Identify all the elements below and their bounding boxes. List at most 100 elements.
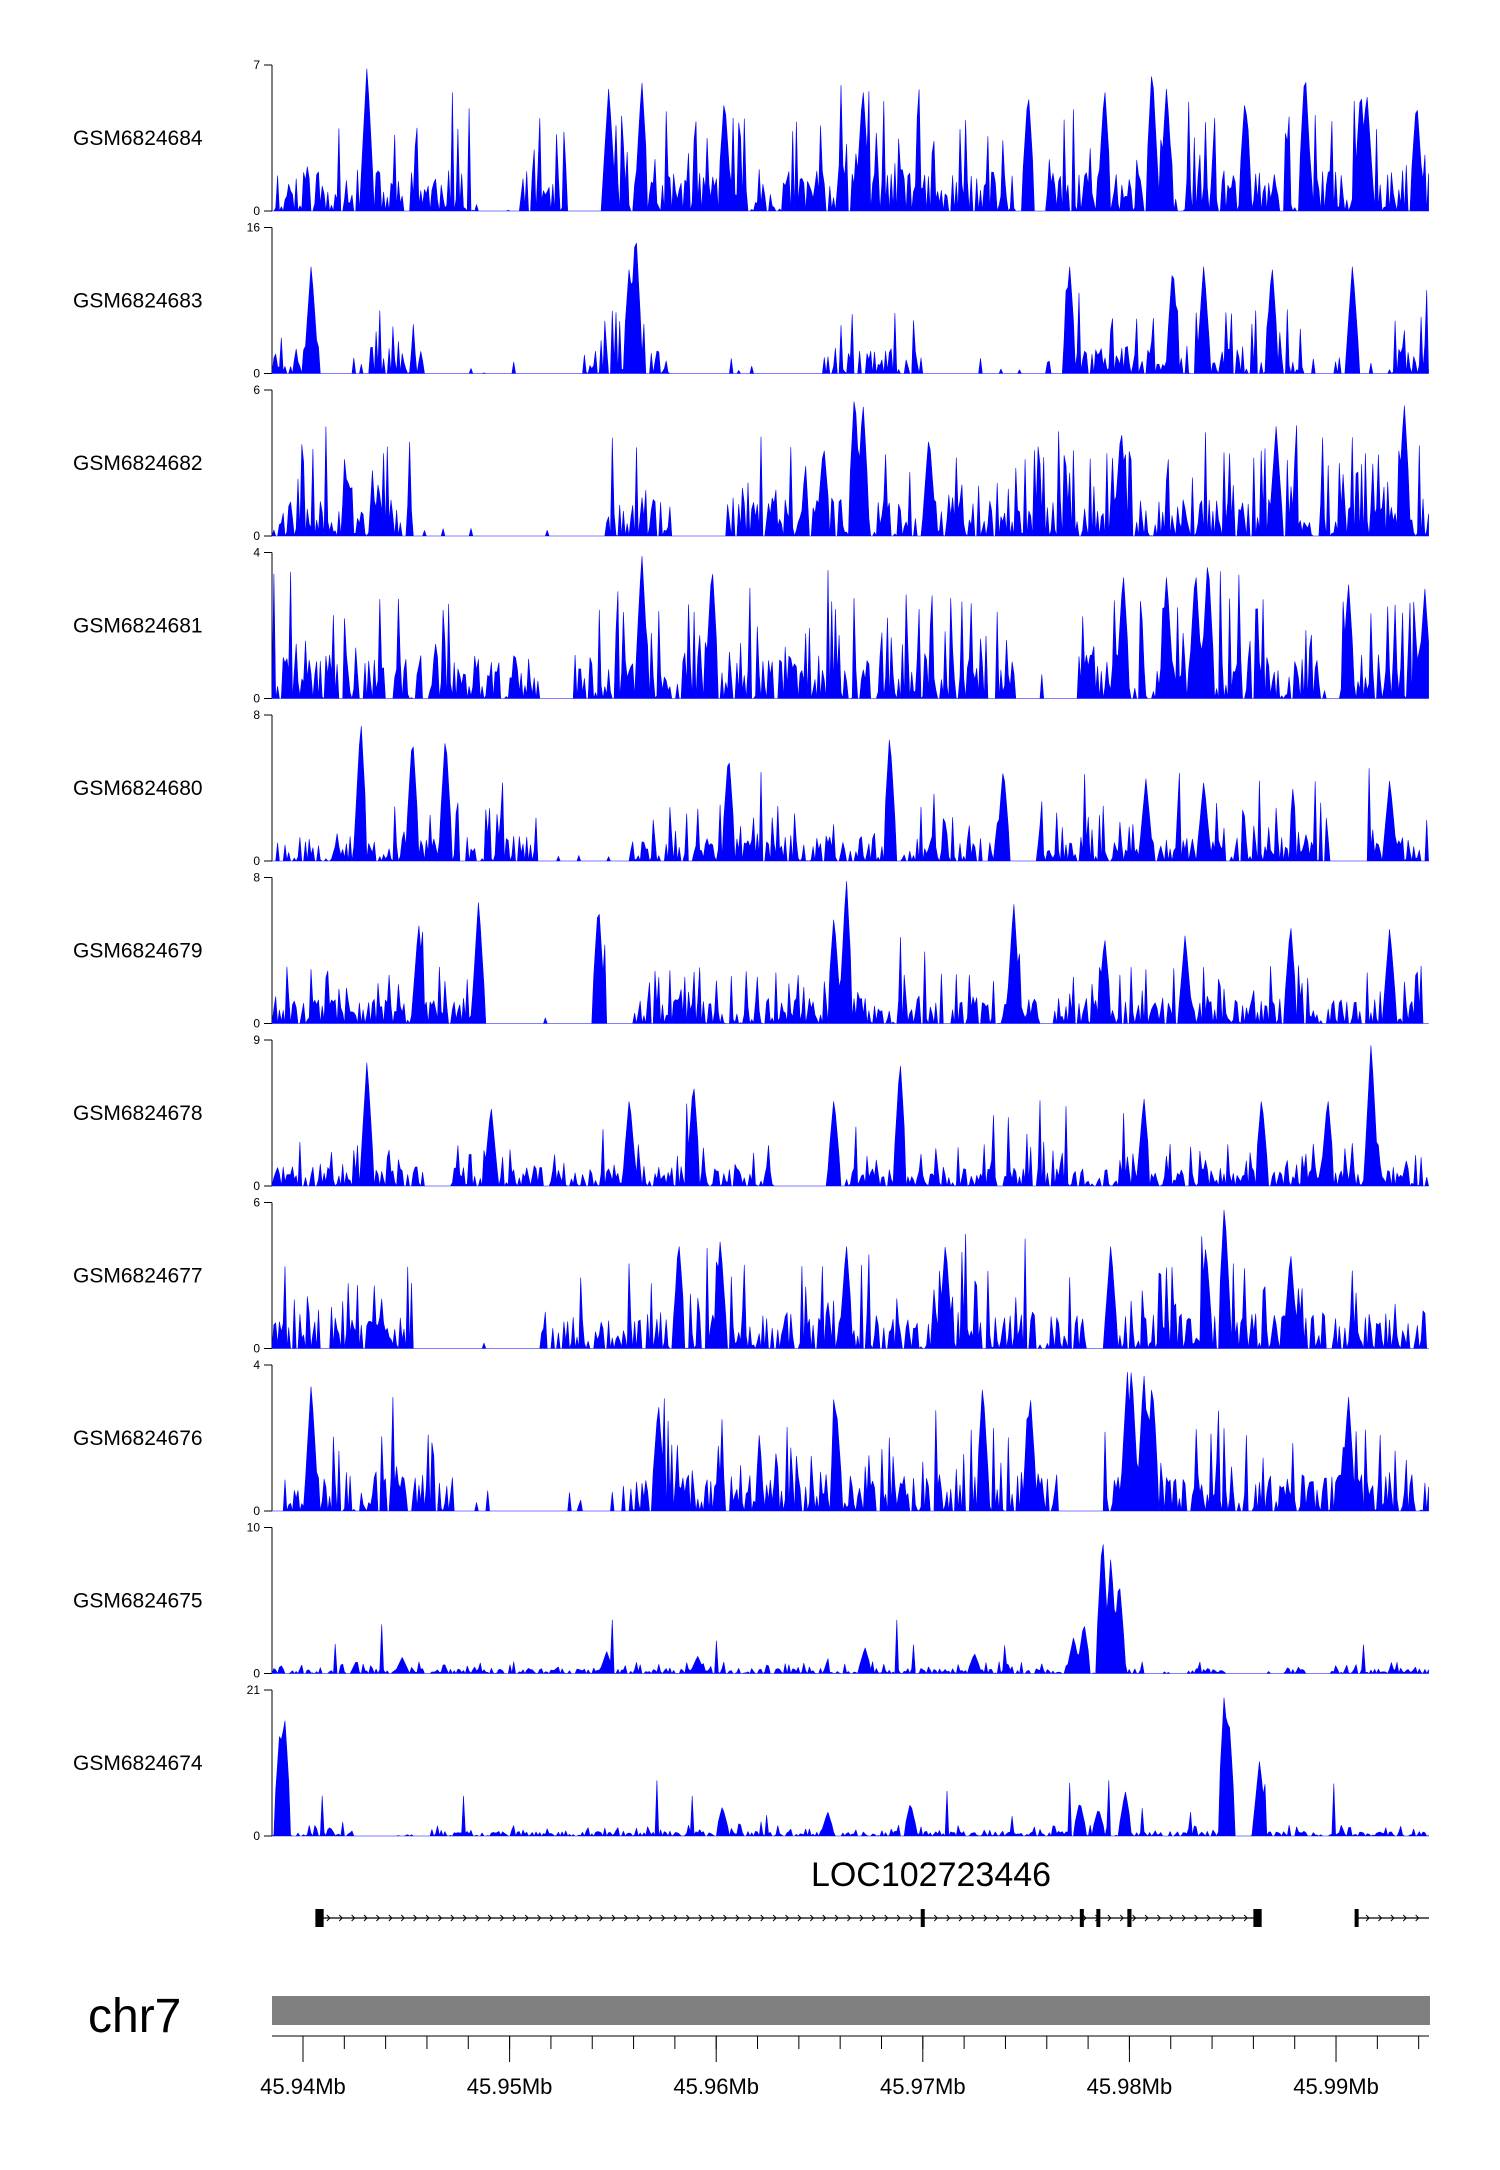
strand-arrow: [648, 1914, 653, 1922]
y-tick-label-min: 0: [253, 1667, 260, 1681]
track-label: GSM6824679: [73, 940, 203, 963]
y-tick-label-max: 4: [253, 1358, 260, 1372]
strand-arrow: [338, 1914, 343, 1922]
strand-arrow: [822, 1914, 827, 1922]
strand-arrow: [1045, 1914, 1050, 1922]
strand-arrow: [1390, 1914, 1395, 1922]
track-GSM6824680: GSM6824680 8 0: [73, 708, 1429, 868]
strand-arrow: [847, 1914, 852, 1922]
strand-arrow: [388, 1914, 393, 1922]
track-GSM6824684: GSM6824684 7 0: [73, 58, 1429, 218]
y-tick-label-max: 9: [253, 1033, 260, 1047]
x-tick-label: 45.96Mb: [673, 2074, 759, 2099]
signal-area: [271, 242, 1429, 374]
strand-arrow: [1033, 1914, 1038, 1922]
strand-arrow: [636, 1914, 641, 1922]
track-GSM6824674: GSM6824674 21 0: [73, 1683, 1429, 1843]
x-tick-label: 45.97Mb: [880, 2074, 966, 2099]
exon: [920, 1909, 925, 1927]
strand-arrow: [685, 1914, 691, 1922]
strand-arrow: [946, 1914, 951, 1922]
strand-arrow: [1181, 1914, 1186, 1922]
signal-area: [271, 68, 1429, 212]
strand-arrow: [933, 1914, 938, 1922]
strand-arrow: [586, 1914, 591, 1922]
track-label: GSM6824680: [73, 777, 203, 800]
y-tick-label-max: 7: [253, 58, 260, 72]
strand-arrow: [1057, 1914, 1062, 1922]
gene-model: [315, 1909, 1429, 1927]
strand-arrow: [1231, 1914, 1236, 1922]
exon: [1253, 1909, 1262, 1927]
y-tick-label-min: 0: [253, 1504, 260, 1518]
strand-arrow: [1365, 1914, 1370, 1922]
strand-arrow: [475, 1914, 480, 1922]
signal-tracks: GSM682468470GSM6824683160GSM682468260GSM…: [73, 58, 1429, 1843]
strand-arrow: [723, 1914, 728, 1922]
strand-arrow: [871, 1914, 876, 1922]
strand-arrow: [537, 1914, 542, 1922]
strand-arrow: [1206, 1914, 1211, 1922]
strand-arrow: [772, 1914, 777, 1922]
strand-arrow: [958, 1914, 963, 1922]
strand-arrow: [896, 1914, 901, 1922]
y-tick-label-min: 0: [253, 367, 260, 381]
strand-arrow: [760, 1914, 765, 1922]
track-GSM6824683: GSM6824683 16 0: [73, 221, 1429, 381]
y-tick-label-max: 8: [253, 708, 260, 722]
strand-arrow: [1402, 1914, 1407, 1922]
y-tick-label-min: 0: [253, 1342, 260, 1356]
gene-label: LOC102723446: [811, 1856, 1051, 1894]
signal-area: [271, 1372, 1429, 1512]
track-label: GSM6824677: [73, 1265, 203, 1288]
strand-arrow: [1144, 1914, 1149, 1922]
strand-arrow: [1107, 1914, 1112, 1922]
x-tick-label: 45.99Mb: [1293, 2074, 1379, 2099]
x-tick-label: 45.94Mb: [260, 2074, 346, 2099]
strand-arrow: [1132, 1914, 1137, 1922]
strand-arrow: [438, 1914, 443, 1922]
track-GSM6824675: GSM6824675 10 0: [73, 1521, 1429, 1681]
y-tick-label-max: 4: [253, 546, 260, 560]
strand-arrow: [376, 1914, 381, 1922]
chromosome-label: chr7: [88, 1990, 181, 2043]
strand-arrow: [785, 1914, 790, 1922]
track-label: GSM6824683: [73, 290, 203, 313]
strand-arrow: [611, 1914, 616, 1922]
track-GSM6824677: GSM6824677 6 0: [73, 1196, 1429, 1356]
chromosome-axis-track: chr7 45.94Mb 45.95Mb 45.96Mb 45.97Mb 45.98Mb…: [88, 1990, 1430, 2099]
track-GSM6824676: GSM6824676 4 0: [73, 1358, 1429, 1518]
y-tick-label-max: 8: [253, 871, 260, 885]
track-label: GSM6824682: [73, 452, 203, 475]
strand-arrow: [710, 1914, 715, 1922]
strand-arrow: [524, 1914, 529, 1922]
strand-arrow: [1169, 1914, 1174, 1922]
chromosome-ideogram-bar: [272, 1996, 1430, 2025]
strand-arrow: [1008, 1914, 1013, 1922]
genomic-axis: 45.94Mb 45.95Mb 45.96Mb 45.97Mb 45.98Mb 45.99…: [260, 2035, 1429, 2099]
track-label: GSM6824678: [73, 1102, 203, 1125]
strand-arrow: [971, 1914, 976, 1922]
strand-arrow: [809, 1914, 815, 1922]
exon: [1079, 1909, 1084, 1927]
strand-arrow: [1157, 1914, 1162, 1922]
track-GSM6824678: GSM6824678 9 0: [73, 1033, 1429, 1193]
strand-arrow: [673, 1914, 678, 1922]
strand-arrow: [1415, 1914, 1420, 1922]
y-tick-label-min: 0: [253, 692, 260, 706]
strand-arrow: [1194, 1914, 1199, 1922]
signal-area: [271, 556, 1429, 699]
y-tick-label-min: 0: [253, 1829, 260, 1843]
strand-arrow: [859, 1914, 864, 1922]
strand-arrow: [450, 1914, 455, 1922]
strand-arrow: [1119, 1914, 1124, 1922]
exon: [1096, 1909, 1101, 1927]
signal-area: [271, 881, 1429, 1024]
y-tick-label-min: 0: [253, 854, 260, 868]
strand-arrow: [735, 1914, 740, 1922]
strand-arrow: [574, 1914, 579, 1922]
x-tick-label: 45.95Mb: [467, 2074, 553, 2099]
track-GSM6824681: GSM6824681 4 0: [73, 546, 1429, 706]
y-tick-label-max: 16: [247, 221, 261, 235]
